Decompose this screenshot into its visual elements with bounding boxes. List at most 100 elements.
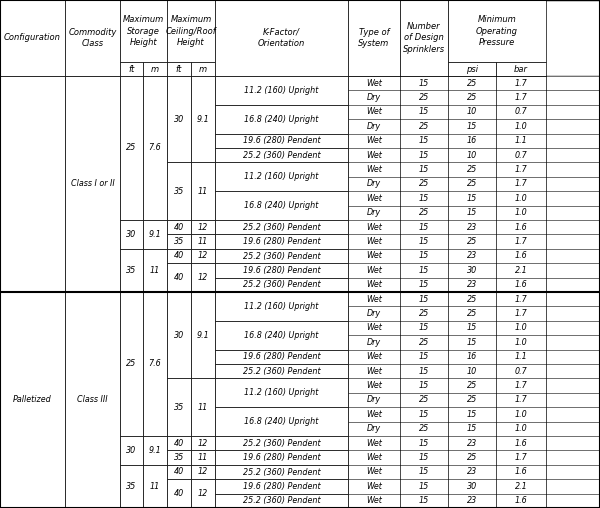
- Text: 15: 15: [419, 381, 429, 390]
- Bar: [215, 407, 348, 436]
- Bar: [191, 263, 215, 292]
- Text: 35: 35: [174, 237, 184, 246]
- Bar: [215, 263, 348, 277]
- Text: Maximum
Ceiling/Roof
Height: Maximum Ceiling/Roof Height: [166, 15, 217, 47]
- Text: 25: 25: [419, 179, 429, 188]
- Text: 15: 15: [419, 165, 429, 174]
- Text: 1.6: 1.6: [515, 496, 527, 505]
- Text: Dry: Dry: [367, 93, 381, 102]
- Text: 15: 15: [467, 338, 477, 347]
- Text: 15: 15: [467, 194, 477, 203]
- Bar: [215, 163, 348, 191]
- Text: 16: 16: [467, 353, 477, 361]
- Text: 12: 12: [198, 223, 208, 232]
- Bar: [167, 62, 191, 76]
- Text: 12: 12: [198, 489, 208, 498]
- Text: 1.6: 1.6: [515, 439, 527, 448]
- Text: 0.7: 0.7: [515, 151, 527, 160]
- Text: 30: 30: [467, 266, 477, 275]
- Text: 25: 25: [127, 360, 137, 368]
- Bar: [143, 465, 167, 508]
- Bar: [0, 0, 600, 76]
- Bar: [167, 436, 191, 451]
- Text: Wet: Wet: [366, 266, 382, 275]
- Text: 12: 12: [198, 251, 208, 261]
- Text: 25: 25: [467, 93, 477, 102]
- Bar: [215, 249, 348, 263]
- Bar: [120, 465, 143, 508]
- Text: Wet: Wet: [366, 324, 382, 333]
- Text: 15: 15: [467, 122, 477, 131]
- Bar: [120, 436, 143, 465]
- Text: 16: 16: [467, 136, 477, 145]
- Bar: [400, 0, 448, 76]
- Text: 40: 40: [174, 223, 184, 232]
- Text: Dry: Dry: [367, 179, 381, 188]
- Bar: [215, 378, 348, 407]
- Text: Dry: Dry: [367, 208, 381, 217]
- Bar: [167, 263, 191, 292]
- Bar: [191, 62, 215, 76]
- Text: 15: 15: [419, 453, 429, 462]
- Text: 9.1: 9.1: [197, 331, 209, 340]
- Bar: [215, 148, 348, 163]
- Bar: [167, 0, 215, 62]
- Bar: [215, 465, 348, 479]
- Text: 40: 40: [174, 251, 184, 261]
- Text: 25: 25: [419, 93, 429, 102]
- Text: 25: 25: [419, 122, 429, 131]
- Bar: [191, 234, 215, 249]
- Text: 15: 15: [419, 280, 429, 289]
- Text: ft: ft: [128, 65, 134, 74]
- Text: 15: 15: [419, 266, 429, 275]
- Text: K-Factor/
Orientation: K-Factor/ Orientation: [258, 28, 305, 48]
- Text: 1.7: 1.7: [515, 79, 527, 88]
- Text: 25.2 (360) Pendent: 25.2 (360) Pendent: [242, 439, 320, 448]
- Text: 25.2 (360) Pendent: 25.2 (360) Pendent: [242, 496, 320, 505]
- Bar: [215, 277, 348, 292]
- Bar: [191, 292, 215, 378]
- Text: 40: 40: [174, 439, 184, 448]
- Text: Wet: Wet: [366, 482, 382, 491]
- Text: 30: 30: [127, 230, 137, 239]
- Bar: [0, 76, 600, 508]
- Bar: [143, 436, 167, 465]
- Text: Minimum
Operating
Pressure: Minimum Operating Pressure: [476, 15, 518, 47]
- Text: psi: psi: [466, 65, 478, 74]
- Text: Commodity
Class: Commodity Class: [68, 28, 116, 48]
- Bar: [215, 321, 348, 350]
- Text: Wet: Wet: [366, 151, 382, 160]
- Bar: [167, 163, 191, 220]
- Text: 15: 15: [419, 223, 429, 232]
- Text: 11: 11: [198, 403, 208, 411]
- Text: 1.0: 1.0: [515, 338, 527, 347]
- Text: 11.2 (160) Upright: 11.2 (160) Upright: [244, 86, 319, 95]
- Text: 1.6: 1.6: [515, 280, 527, 289]
- Text: 23: 23: [467, 467, 477, 477]
- Text: 1.0: 1.0: [515, 208, 527, 217]
- Text: Wet: Wet: [366, 79, 382, 88]
- Bar: [215, 220, 348, 234]
- Text: 11: 11: [150, 482, 160, 491]
- Text: 19.6 (280) Pendent: 19.6 (280) Pendent: [242, 266, 320, 275]
- Text: Number
of Design
Sprinklers: Number of Design Sprinklers: [403, 22, 445, 54]
- Bar: [215, 191, 348, 220]
- Bar: [167, 479, 191, 508]
- Text: 25: 25: [467, 396, 477, 404]
- Bar: [191, 220, 215, 234]
- Bar: [143, 292, 167, 436]
- Text: 19.6 (280) Pendent: 19.6 (280) Pendent: [242, 136, 320, 145]
- Text: 40: 40: [174, 489, 184, 498]
- Text: 15: 15: [419, 410, 429, 419]
- Text: Class I or II: Class I or II: [71, 179, 115, 188]
- Text: 30: 30: [467, 482, 477, 491]
- Bar: [0, 76, 65, 292]
- Text: 40: 40: [174, 467, 184, 477]
- Text: 11.2 (160) Upright: 11.2 (160) Upright: [244, 388, 319, 397]
- Text: Wet: Wet: [366, 280, 382, 289]
- Bar: [215, 479, 348, 494]
- Bar: [143, 76, 167, 220]
- Text: Dry: Dry: [367, 338, 381, 347]
- Text: Wet: Wet: [366, 136, 382, 145]
- Text: 35: 35: [127, 266, 137, 275]
